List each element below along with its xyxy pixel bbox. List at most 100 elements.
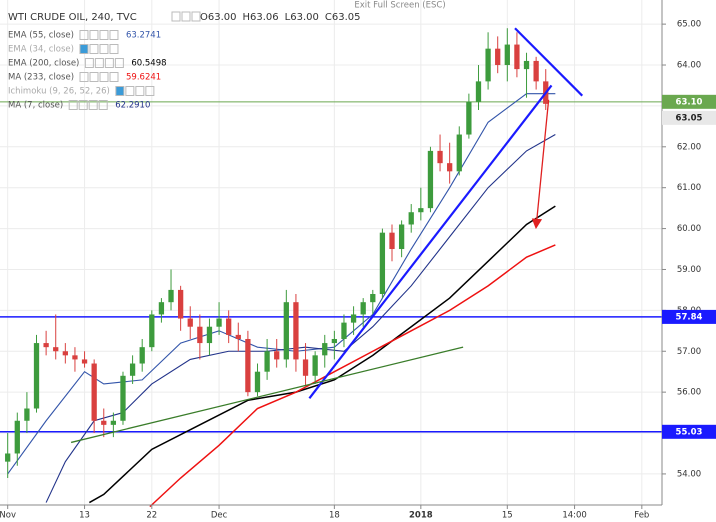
x-tick-label: 14:00 bbox=[562, 511, 587, 521]
price-tag bbox=[662, 309, 716, 324]
candle-body bbox=[514, 44, 520, 70]
candle-body bbox=[427, 150, 434, 209]
legend-icon[interactable] bbox=[109, 44, 119, 54]
candle-body bbox=[360, 302, 366, 315]
candle-body bbox=[418, 208, 424, 213]
trend-line bbox=[531, 99, 550, 230]
legend-icon[interactable] bbox=[79, 72, 89, 82]
legend-icon[interactable] bbox=[78, 100, 88, 110]
legend-icon[interactable] bbox=[135, 86, 145, 96]
legend-icon[interactable] bbox=[84, 58, 94, 68]
candle-body bbox=[322, 343, 328, 356]
candle-body bbox=[62, 351, 68, 356]
candle-body bbox=[485, 48, 491, 82]
legend-icon[interactable] bbox=[109, 72, 119, 82]
legend-icon[interactable] bbox=[145, 86, 155, 96]
candle-body bbox=[120, 375, 126, 421]
x-tick-label: Feb bbox=[634, 511, 649, 521]
price-tag-label: 63.05 bbox=[676, 113, 703, 123]
candle-body bbox=[302, 359, 309, 376]
legend-icon[interactable] bbox=[114, 58, 124, 68]
x-tick-label: 15 bbox=[502, 511, 513, 521]
exit-fullscreen[interactable]: Exit Full Screen (ESC) bbox=[354, 1, 445, 11]
legend-icon[interactable] bbox=[125, 86, 135, 96]
candle-body bbox=[101, 420, 107, 425]
candle-body bbox=[81, 359, 88, 364]
legend-icon[interactable] bbox=[79, 30, 89, 40]
candle-body bbox=[187, 318, 193, 327]
legend-icon bbox=[181, 11, 191, 22]
y-tick-label: 64.00 bbox=[677, 61, 701, 71]
legend-icon[interactable] bbox=[115, 86, 125, 96]
ohlc-label: O63.00 bbox=[200, 12, 237, 23]
candle-body bbox=[408, 212, 414, 225]
candle-body bbox=[456, 134, 462, 172]
indicator-name: MA (7, close) bbox=[8, 101, 63, 111]
legend-icon[interactable] bbox=[94, 58, 104, 68]
candle-body bbox=[216, 318, 222, 327]
trend-line bbox=[308, 84, 553, 399]
price-tag-label: 63.10 bbox=[676, 97, 703, 107]
legend-icon[interactable] bbox=[79, 44, 89, 54]
candle-body bbox=[274, 351, 280, 360]
legend-icon[interactable] bbox=[99, 30, 109, 40]
y-tick-label: 61.00 bbox=[677, 183, 701, 193]
plot bbox=[0, 27, 662, 508]
price-tag bbox=[662, 424, 716, 439]
candle-body bbox=[235, 334, 241, 339]
candle-body bbox=[350, 314, 357, 323]
candle-body bbox=[475, 81, 482, 102]
candle-body bbox=[206, 326, 213, 344]
candle-body bbox=[177, 289, 184, 319]
price-tag bbox=[662, 110, 716, 125]
candle-body bbox=[447, 163, 453, 172]
candle-body bbox=[43, 343, 49, 348]
indicator-line bbox=[149, 244, 556, 508]
candle-body bbox=[33, 343, 40, 409]
candle-body bbox=[533, 60, 539, 82]
indicator-name: Ichimoku (9, 26, 52, 26) bbox=[8, 87, 110, 97]
candle-body bbox=[495, 48, 501, 66]
legend-icon[interactable] bbox=[98, 100, 108, 110]
legend-icon bbox=[191, 11, 201, 22]
legend-icon[interactable] bbox=[104, 58, 114, 68]
x-tick-label: 13 bbox=[79, 511, 90, 521]
indicator-name: EMA (55, close) bbox=[8, 31, 74, 41]
candle-body bbox=[293, 302, 299, 360]
candle-body bbox=[226, 318, 232, 335]
x-tick-label: 2018 bbox=[409, 511, 433, 521]
y-tick-label: 54.00 bbox=[677, 469, 701, 479]
price-tag bbox=[662, 94, 716, 109]
legend-icon[interactable] bbox=[109, 30, 119, 40]
legend-icon[interactable] bbox=[89, 72, 99, 82]
candle-body bbox=[398, 224, 405, 250]
ohlc-label: L63.00 bbox=[285, 12, 319, 23]
legend-icon[interactable] bbox=[89, 44, 99, 54]
candle-body bbox=[254, 371, 261, 393]
candle-body bbox=[331, 338, 338, 344]
candle-body bbox=[110, 420, 117, 425]
indicator-name: EMA (200, close) bbox=[8, 59, 79, 69]
legend-icon[interactable] bbox=[99, 72, 109, 82]
indicator-value: 59.6241 bbox=[126, 73, 161, 83]
x-tick-label: 22 bbox=[146, 511, 157, 521]
candle-body bbox=[264, 351, 270, 372]
legend-icon[interactable] bbox=[68, 100, 78, 110]
candle-body bbox=[168, 289, 174, 303]
candle-body bbox=[72, 355, 78, 360]
indicator-name: EMA (34, close) bbox=[8, 45, 74, 55]
y-tick-label: 60.00 bbox=[677, 224, 701, 234]
price-tag-label: 57.84 bbox=[676, 312, 703, 322]
trend-line bbox=[70, 346, 464, 444]
legend-icon[interactable] bbox=[89, 30, 99, 40]
legend-icon[interactable] bbox=[99, 44, 109, 54]
candle-body bbox=[139, 347, 145, 364]
legend-icon bbox=[171, 11, 181, 22]
candle-body bbox=[283, 302, 289, 360]
candle-body bbox=[53, 347, 59, 352]
candle-body bbox=[523, 60, 530, 70]
legend-icon[interactable] bbox=[88, 100, 98, 110]
candle-body bbox=[437, 150, 443, 164]
y-tick-label: 56.00 bbox=[677, 388, 701, 398]
